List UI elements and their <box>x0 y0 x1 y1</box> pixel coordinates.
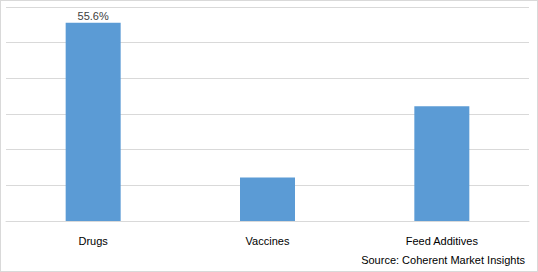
svg-text:55.6%: 55.6% <box>78 10 109 22</box>
svg-text:Source: Coherent Market Insigh: Source: Coherent Market Insights <box>361 254 525 266</box>
svg-text:Drugs: Drugs <box>78 235 108 247</box>
svg-text:Vaccines: Vaccines <box>246 235 290 247</box>
svg-text:Feed Additives: Feed Additives <box>406 235 479 247</box>
